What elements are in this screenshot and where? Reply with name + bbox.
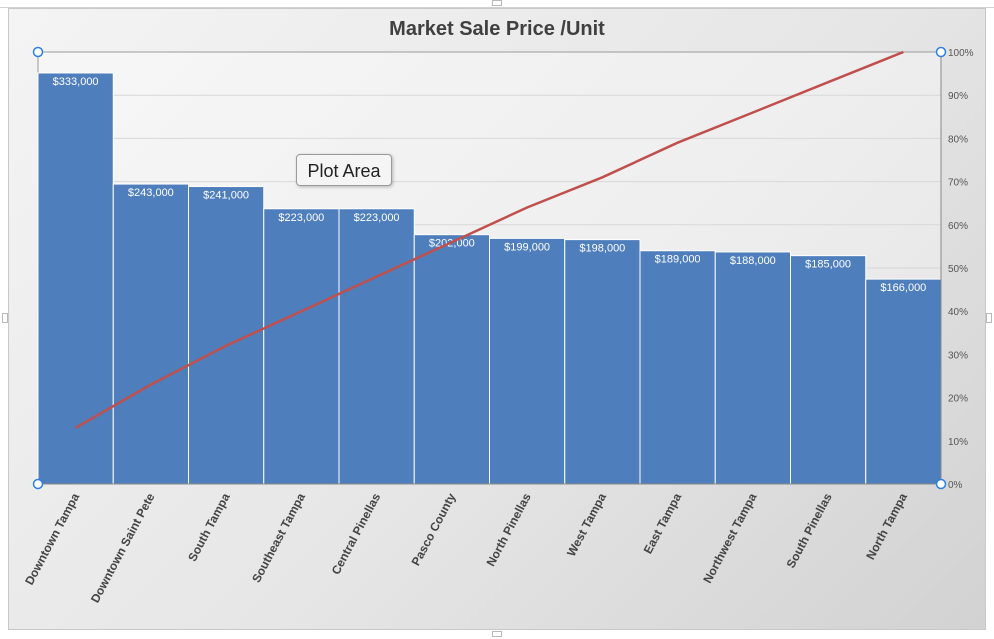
category-tick-label: Downtown Tampa xyxy=(22,491,82,588)
bar[interactable] xyxy=(112,183,189,485)
category-tick-label: Pasco County xyxy=(409,491,459,569)
bar-value-label: $333,000 xyxy=(53,76,99,88)
bar-value-label: $198,000 xyxy=(579,243,625,255)
plot-area-resize-handle[interactable] xyxy=(32,478,44,490)
bar-value-label: $189,000 xyxy=(655,254,701,266)
plot-area-resize-handle[interactable] xyxy=(935,46,947,58)
secondary-axis-tick-label: 70% xyxy=(948,178,968,189)
bar-value-label: $243,000 xyxy=(128,187,174,199)
secondary-axis-tick-label: 50% xyxy=(948,264,968,275)
bar-value-label: $185,000 xyxy=(805,259,851,271)
chart-title: Market Sale Price /Unit xyxy=(389,18,605,40)
bar[interactable] xyxy=(263,208,340,485)
category-tick-label: Northwest Tampa xyxy=(700,491,759,586)
secondary-axis-tick-label: 30% xyxy=(948,350,968,361)
category-tick-label: South Pinellas xyxy=(784,491,835,571)
secondary-axis-tick-label: 40% xyxy=(948,307,968,318)
bar[interactable] xyxy=(489,237,566,485)
secondary-axis-tick-label: 60% xyxy=(948,221,968,232)
bar[interactable] xyxy=(338,208,415,485)
bar-value-label: $199,000 xyxy=(504,241,550,253)
bar[interactable] xyxy=(639,250,716,485)
bar[interactable] xyxy=(37,72,114,485)
plot-area-tooltip: Plot Area xyxy=(296,154,392,186)
plot-area-resize-handle[interactable] xyxy=(32,46,44,58)
category-tick-label: North Pinellas xyxy=(484,491,534,569)
category-tick-label: North Tampa xyxy=(863,491,910,562)
category-tick-label: Downtown Saint Pete xyxy=(88,491,158,606)
frame-handle-top[interactable] xyxy=(492,0,502,6)
bar-value-label: $241,000 xyxy=(203,190,249,202)
bar[interactable] xyxy=(865,278,942,485)
bar[interactable] xyxy=(790,255,867,485)
bar[interactable] xyxy=(564,239,641,485)
secondary-axis-tick-label: 80% xyxy=(948,134,968,145)
frame-handle-right[interactable] xyxy=(986,313,992,323)
bar[interactable] xyxy=(413,234,490,485)
bar-value-label: $166,000 xyxy=(880,282,926,294)
secondary-axis-tick-label: 100% xyxy=(948,48,974,59)
bar-value-label: $202,000 xyxy=(429,238,475,250)
bar-value-label: $223,000 xyxy=(354,212,400,224)
bar-value-label: $188,000 xyxy=(730,255,776,267)
category-tick-label: Central Pinellas xyxy=(329,491,384,577)
plot-area-resize-handle[interactable] xyxy=(935,478,947,490)
secondary-axis-tick-label: 10% xyxy=(948,437,968,448)
secondary-axis-tick-label: 20% xyxy=(948,394,968,405)
secondary-axis-tick-label: 0% xyxy=(948,480,963,491)
bar[interactable] xyxy=(714,251,791,485)
category-tick-label: Southeast Tampa xyxy=(249,491,308,585)
cumulative-line[interactable] xyxy=(74,50,904,429)
category-tick-label: South Tampa xyxy=(185,491,233,564)
secondary-axis-tick-label: 90% xyxy=(948,91,968,102)
category-tick-label: East Tampa xyxy=(641,491,685,557)
category-tick-label: West Tampa xyxy=(564,491,609,559)
frame-handle-bottom[interactable] xyxy=(492,631,502,637)
frame-handle-left[interactable] xyxy=(2,313,8,323)
bar[interactable] xyxy=(188,186,265,485)
bar-value-label: $223,000 xyxy=(278,212,324,224)
